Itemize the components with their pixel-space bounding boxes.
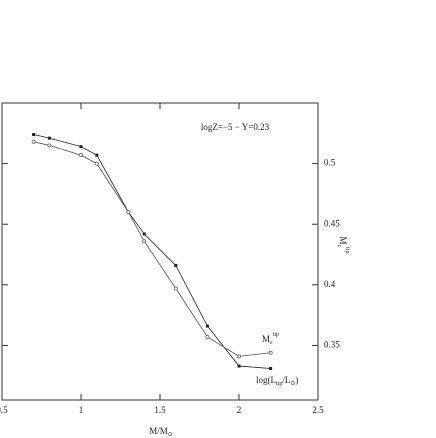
y2-tick-label: 0.35: [324, 340, 340, 350]
x-tick-label: 1: [79, 405, 84, 415]
annotation-sup: tip: [273, 332, 279, 338]
series-line: [33, 134, 271, 369]
marker: [174, 263, 178, 267]
series-line: [33, 141, 271, 357]
x-tick-label: 1.5: [154, 405, 166, 415]
marker: [268, 350, 273, 355]
marker: [79, 153, 83, 158]
x-label-base: M/M: [149, 426, 168, 436]
y2-label-sup: tip: [344, 247, 350, 253]
x-tick-label: 2: [237, 405, 242, 415]
marker: [94, 161, 99, 166]
marker: [142, 239, 147, 244]
marker: [205, 324, 209, 328]
x-tick-label: 0.5: [0, 405, 8, 415]
marker: [32, 133, 36, 137]
marker: [126, 210, 131, 215]
marker: [47, 143, 52, 148]
marker: [237, 354, 241, 359]
annotation-post: ): [295, 375, 298, 385]
y2-label-base: M: [338, 236, 348, 244]
annotation-sub: ⊙: [290, 381, 295, 387]
marker: [95, 153, 99, 157]
chart-title: logZ=−5 − Y=0.23: [201, 122, 270, 132]
annotation-sub: c: [270, 340, 273, 346]
annotation-pre: log(L: [256, 375, 276, 385]
x-label-sub: ⊙: [168, 432, 173, 438]
marker: [173, 286, 178, 291]
marker: [205, 335, 210, 339]
annotation-mid: /L: [282, 375, 290, 385]
y2-label-sub: c: [336, 245, 342, 248]
y2-axis-label: Mctip: [336, 236, 350, 253]
marker: [237, 364, 241, 368]
y2-tick-label: 0.5: [324, 158, 336, 168]
marker: [31, 139, 36, 144]
x-axis-label: M/M⊙: [149, 426, 173, 438]
y2-tick-label: 0.4: [324, 279, 336, 289]
y2-tick-label: 0.45: [324, 218, 340, 228]
annotation-sub: tip: [276, 381, 282, 387]
marker: [79, 145, 83, 149]
annotation: Mctip: [262, 332, 279, 346]
plot-frame: [1, 102, 319, 401]
annotation: log(Ltip/L⊙): [256, 375, 298, 387]
x-tick-label: 2.5: [312, 405, 324, 415]
marker: [269, 366, 273, 370]
annotation-base: M: [262, 334, 270, 344]
marker: [47, 136, 51, 140]
marker: [142, 232, 146, 236]
